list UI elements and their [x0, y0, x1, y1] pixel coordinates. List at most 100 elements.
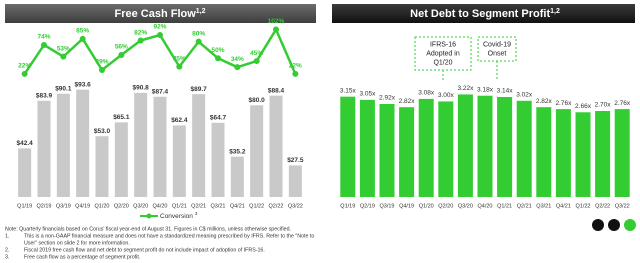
annotation-text: Adopted in	[426, 50, 460, 57]
line-label: 80%	[192, 30, 205, 37]
footnote-marker: 1.	[5, 233, 9, 239]
bar	[37, 100, 51, 197]
x-tick-label: Q1/21	[497, 203, 512, 209]
bar-label: 3.05x	[359, 91, 376, 98]
x-tick-label: Q4/19	[75, 203, 90, 209]
bar-label: 2.82x	[399, 98, 416, 105]
footnote-note: Note: Quarterly financials based on Coru…	[5, 226, 291, 232]
bar	[399, 107, 415, 197]
line-label: 22%	[289, 63, 302, 70]
legend-label: Conversion 3	[160, 211, 198, 220]
title-superscript: 1,2	[550, 8, 560, 15]
bar	[359, 99, 375, 197]
bar-label: $93.6	[75, 81, 92, 88]
line-label: 34%	[231, 56, 244, 63]
x-tick-label: Q1/20	[419, 203, 434, 209]
line-label: 92%	[153, 24, 166, 31]
line-label: 56%	[115, 44, 128, 51]
bar-label: 2.66x	[575, 103, 592, 110]
bar-label: $53.0	[94, 128, 111, 135]
marker	[253, 58, 260, 65]
bar	[595, 111, 611, 197]
x-tick-label: Q3/20	[133, 203, 148, 209]
marker	[176, 63, 183, 70]
annotation-text: IFRS-16	[430, 41, 456, 48]
bar-label: 2.76x	[555, 100, 572, 107]
line-label: 102%	[268, 18, 285, 25]
title-text: Free Cash Flow	[114, 8, 196, 20]
bar-label: 2.92x	[379, 95, 396, 102]
header-left	[5, 4, 316, 23]
x-tick-label: Q3/19	[56, 203, 71, 209]
x-tick-label: Q1/22	[576, 203, 591, 209]
x-tick-label: Q1/21	[172, 203, 187, 209]
bar-label: 2.76x	[614, 100, 631, 107]
footnote-marker: 2.	[5, 247, 9, 253]
line-label: 29%	[95, 59, 108, 66]
bar-label: $89.7	[191, 86, 208, 93]
line-label: 35%	[173, 55, 186, 62]
marker	[273, 26, 279, 33]
footnote-text: User" section on slide 2 for more inform…	[24, 240, 130, 246]
marker	[195, 38, 202, 45]
x-tick-label: Q3/21	[536, 203, 551, 209]
bar-label: $62.4	[171, 117, 188, 124]
marker	[157, 31, 163, 38]
bar	[536, 107, 552, 197]
bar-label: 3.18x	[477, 86, 494, 93]
bar-label: 3.22x	[457, 85, 474, 92]
marker	[99, 66, 105, 73]
bar	[250, 105, 264, 197]
x-tick-label: Q2/20	[438, 203, 453, 209]
bar-label: 3.08x	[418, 90, 435, 97]
x-tick-label: Q4/21	[230, 203, 245, 209]
bar	[114, 122, 128, 197]
x-tick-label: Q2/21	[517, 203, 532, 209]
bar	[457, 94, 473, 197]
bar-label: 3.02x	[516, 92, 533, 99]
bar	[516, 100, 532, 197]
bar	[230, 156, 244, 197]
bar-label: $64.7	[210, 115, 227, 122]
marker	[215, 55, 221, 62]
bar	[575, 112, 591, 197]
line-label: 53%	[57, 45, 70, 52]
x-tick-label: Q3/20	[458, 203, 473, 209]
x-tick-label: Q2/22	[269, 203, 284, 209]
marker	[292, 70, 299, 77]
x-tick-label: Q2/21	[191, 203, 206, 209]
bar-label: $42.4	[17, 140, 34, 147]
x-tick-label: Q4/20	[153, 203, 168, 209]
dot	[608, 219, 620, 231]
annotation-text: Covid-19	[483, 41, 511, 48]
chart-title: Net Debt to Segment Profit1,2	[410, 8, 560, 20]
bar	[153, 96, 167, 197]
bar-label: $65.1	[113, 114, 130, 121]
dot	[624, 219, 636, 231]
bar	[192, 94, 206, 197]
x-tick-label: Q3/22	[615, 203, 630, 209]
x-tick-label: Q4/19	[399, 203, 414, 209]
bar-label: 3.15x	[340, 87, 357, 94]
footnote-marker: 3.	[5, 254, 9, 260]
bar	[134, 92, 148, 197]
bar	[379, 103, 395, 197]
marker	[118, 51, 125, 58]
title-text: Net Debt to Segment Profit	[410, 8, 550, 20]
marker	[79, 35, 86, 42]
marker	[21, 70, 28, 77]
marker	[60, 53, 67, 60]
bar	[340, 96, 356, 197]
x-tick-label: Q3/19	[380, 203, 395, 209]
bar	[211, 122, 225, 197]
bar	[76, 89, 90, 197]
bar	[438, 101, 454, 197]
bar-label: $27.5	[287, 157, 304, 164]
x-tick-label: Q2/19	[37, 203, 52, 209]
bar	[56, 93, 70, 197]
x-tick-label: Q3/21	[211, 203, 226, 209]
annotation-box	[477, 36, 517, 62]
bar-label: 2.70x	[595, 102, 612, 109]
title-superscript: 1,2	[196, 8, 206, 15]
bar-label: $35.2	[229, 148, 246, 155]
